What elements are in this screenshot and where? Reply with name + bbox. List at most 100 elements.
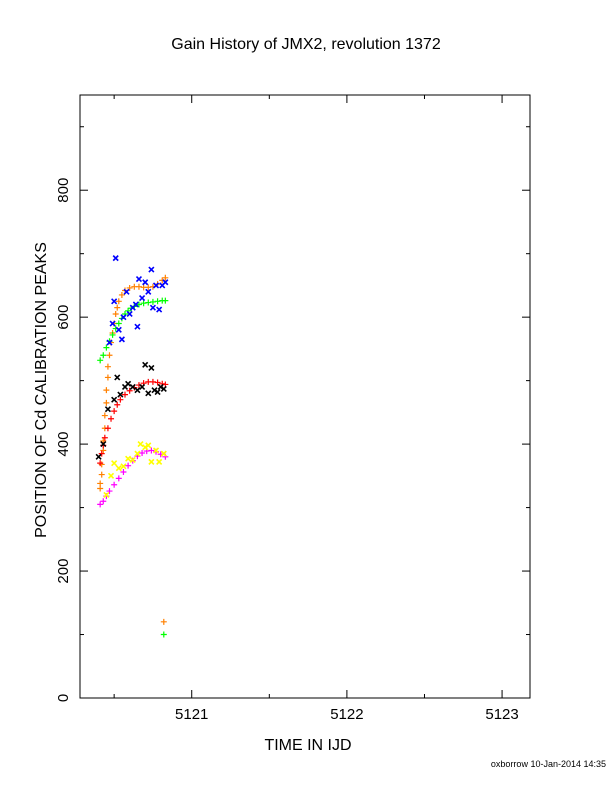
y-tick-label: 400 <box>55 432 72 457</box>
data-point <box>118 336 125 343</box>
data-point <box>162 274 169 281</box>
data-point <box>145 442 152 449</box>
data-point <box>134 387 141 394</box>
data-point <box>115 465 122 472</box>
data-point <box>142 361 149 368</box>
data-point <box>115 320 122 327</box>
data-point <box>107 472 115 479</box>
y-tick-label: 0 <box>55 694 72 702</box>
data-point <box>97 501 104 508</box>
data-point <box>160 631 167 638</box>
data-point <box>154 298 161 305</box>
data-point <box>125 455 132 462</box>
data-point <box>145 284 152 291</box>
data-point <box>101 434 108 441</box>
data-point <box>154 388 161 396</box>
data-point <box>111 481 118 488</box>
chart-title: Gain History of JMX2, revolution 1372 <box>171 36 441 53</box>
series-group <box>103 441 167 498</box>
footer-credit: oxborrow 10-Jan-2014 14:35 <box>490 759 606 769</box>
data-point <box>137 441 144 448</box>
data-point <box>145 299 152 306</box>
data-point <box>123 288 130 295</box>
data-point <box>148 364 155 372</box>
data-point <box>104 425 111 432</box>
series-group <box>95 361 167 460</box>
data-point <box>162 297 169 304</box>
series-group <box>106 255 169 346</box>
data-point <box>129 383 136 391</box>
y-tick-label: 800 <box>55 178 72 203</box>
data-point <box>97 357 104 364</box>
data-point <box>111 396 118 403</box>
data-point <box>152 282 160 289</box>
data-point <box>108 415 115 422</box>
data-point <box>149 304 156 311</box>
data-point <box>106 339 113 346</box>
y-tick-label: 600 <box>55 305 72 330</box>
data-point <box>139 295 146 302</box>
data-point <box>95 453 102 460</box>
data-point <box>103 491 110 498</box>
plot-frame <box>79 94 531 699</box>
data-point <box>154 379 161 386</box>
series-group <box>97 274 169 625</box>
data-point <box>106 352 113 359</box>
data-point <box>135 276 143 283</box>
data-point <box>156 306 163 313</box>
data-point <box>117 396 124 403</box>
x-tick-label: 5121 <box>175 706 208 723</box>
data-point <box>104 406 111 413</box>
data-point <box>103 387 110 394</box>
data-point <box>160 385 167 392</box>
data-point <box>115 475 122 482</box>
data-point <box>98 450 105 457</box>
data-point <box>148 266 155 273</box>
data-point <box>100 447 107 454</box>
data-point <box>145 288 152 295</box>
data-point <box>152 447 160 454</box>
data-point <box>162 279 169 286</box>
data-point <box>111 298 118 305</box>
data-point <box>118 291 125 298</box>
data-point <box>98 471 105 478</box>
data-point <box>112 310 119 317</box>
data-point <box>114 374 121 381</box>
data-point <box>134 323 141 330</box>
x-axis-label: TIME IN IJD <box>264 737 352 754</box>
series-group <box>97 447 169 508</box>
data-point <box>100 498 107 505</box>
data-point <box>117 391 124 398</box>
data-point <box>114 304 121 311</box>
data-point <box>149 378 156 385</box>
data-point <box>126 387 133 394</box>
data-point <box>122 391 128 398</box>
data-point <box>126 284 133 291</box>
data-point <box>103 399 110 406</box>
data-point <box>120 469 127 476</box>
data-point <box>145 390 152 397</box>
data-point <box>160 450 167 457</box>
data-point <box>148 458 155 465</box>
data-point <box>109 320 116 327</box>
data-point <box>109 331 116 338</box>
x-tick-label: 5123 <box>485 706 518 723</box>
data-point <box>142 444 149 451</box>
data-point <box>100 352 107 359</box>
data-point <box>112 255 119 262</box>
data-point <box>115 298 122 305</box>
data-point <box>134 450 141 457</box>
data-point <box>156 458 163 465</box>
data-point <box>157 383 164 391</box>
data-point <box>100 441 107 448</box>
data-point <box>125 462 132 469</box>
data-point <box>97 460 104 467</box>
data-point <box>139 449 146 456</box>
data-point <box>151 387 158 394</box>
data-point <box>160 618 167 625</box>
data-point <box>101 412 108 419</box>
data-point <box>103 344 110 351</box>
data-point <box>140 300 147 307</box>
data-point <box>120 463 127 470</box>
